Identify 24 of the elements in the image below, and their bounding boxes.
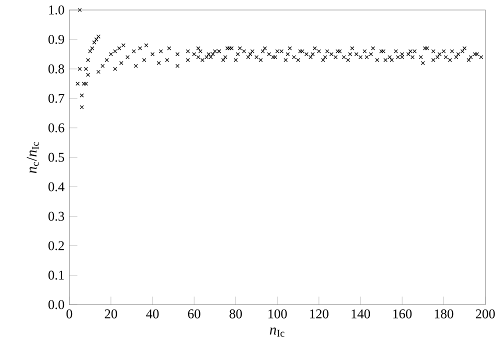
y-tick-label: 0.9 xyxy=(48,34,64,44)
y-tick-label: 0.8 xyxy=(48,64,64,74)
x-tick-label: 120 xyxy=(310,309,328,318)
x-tick-label: 180 xyxy=(434,309,454,318)
y-tick-label: 1.0 xyxy=(49,5,64,15)
x-tick-label: 20 xyxy=(104,309,118,318)
y-tick-label: 0.5 xyxy=(48,152,64,162)
x-tick-label: 160 xyxy=(393,309,412,318)
y-axis-title: n$_{c}$/n$_{Ic}$ xyxy=(26,142,39,174)
x-tick-label: 60 xyxy=(188,309,200,318)
y-tick-label: 0.7 xyxy=(48,94,64,103)
x-tick-label: 40 xyxy=(146,309,159,318)
y-tick-label: 0.3 xyxy=(48,212,64,221)
y-tick-label: 0.1 xyxy=(48,270,64,280)
x-tick-label: 0 xyxy=(66,309,72,318)
x-tick-label: 200 xyxy=(476,309,495,318)
y-tick-label: 0.6 xyxy=(48,123,64,132)
x-axis-title: n$_{Ic}$ xyxy=(270,328,284,337)
x-tick-label: 80 xyxy=(230,309,242,318)
x-tick-label: 100 xyxy=(268,309,287,318)
x-tick-label: 140 xyxy=(352,309,370,318)
y-tick-label: 0.0 xyxy=(48,300,64,310)
y-tick-label: 0.4 xyxy=(48,182,64,192)
y-tick-label: 0.2 xyxy=(48,241,64,250)
